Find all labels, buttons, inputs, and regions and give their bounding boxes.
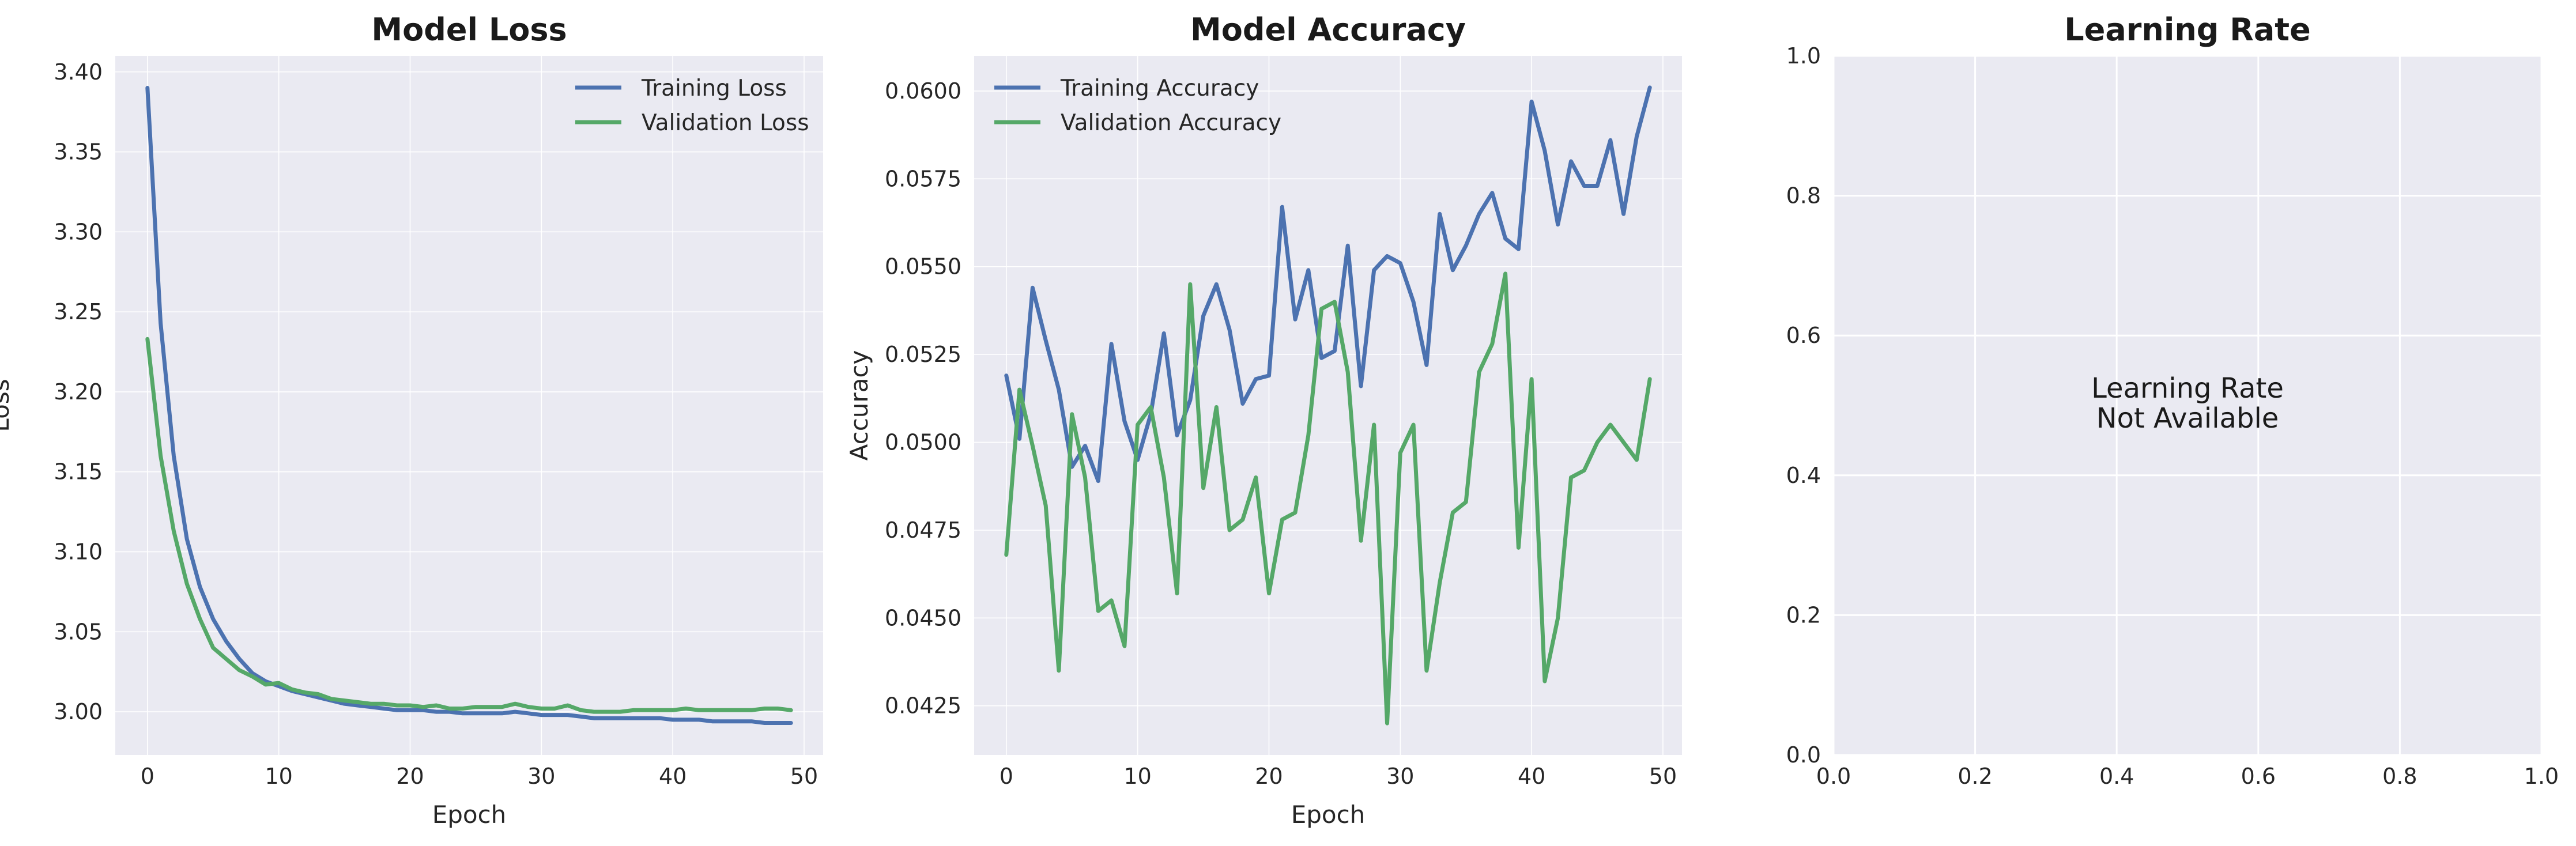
x-axis-label: Epoch [1291,800,1366,829]
x-tick-label: 0 [1000,764,1013,789]
y-tick-label: 0.0600 [885,78,961,104]
x-tick-label: 0.8 [2382,764,2417,789]
chart-title: Model Loss [371,12,567,48]
annotation-text: Learning Rate [2091,372,2284,405]
y-axis-label: Loss [0,379,14,432]
x-tick-label: 0.2 [1958,764,1992,789]
plot-area [1834,56,2541,755]
chart-panel-2: 0 10 20 30 40 50 0.0425 0.0450 0.0475 0.0500 0.052… [845,12,1682,829]
y-tick-label: 0.6 [1786,323,1821,348]
x-tick-label: 10 [265,764,292,789]
x-tick-label: 0.4 [2099,764,2134,789]
chart-title: Model Accuracy [1190,12,1466,48]
series-line-validation-loss [145,337,793,714]
y-tick-label: 0.0575 [885,166,961,191]
x-tick-label: 1.0 [2524,764,2559,789]
annotation-text: Not Available [2096,402,2279,435]
y-tick-label: 3.35 [54,139,103,165]
x-tick-label: 0.6 [2241,764,2276,789]
y-tick-label: 3.30 [54,219,103,244]
y-tick-label: 0.0550 [885,254,961,280]
y-tick-label: 3.25 [54,299,103,324]
plot-area [115,56,823,755]
x-tick-label: 20 [1255,764,1283,789]
y-tick-label: 0.4 [1786,463,1821,488]
chart-title: Learning Rate [2064,12,2310,48]
y-tick-label: 0.0500 [885,430,961,455]
y-tick-label: 0.0525 [885,342,961,367]
x-tick-label: 50 [790,764,818,789]
legend: Training Loss Validation Loss [575,75,809,136]
legend-label: Training Accuracy [1060,75,1259,101]
y-tick-label: 0.0450 [885,605,961,630]
x-tick-label: 20 [396,764,424,789]
y-tick-label: 0.0 [1786,742,1821,768]
series-line-training-accuracy [1004,85,1652,484]
x-tick-label: 30 [527,764,555,789]
y-tick-label: 3.05 [54,619,103,644]
legend-label: Validation Loss [642,110,809,136]
y-tick-label: 3.10 [54,539,103,564]
x-tick-label: 0 [141,764,154,789]
x-tick-label: 0.0 [1816,764,1851,789]
x-tick-label: 50 [1649,764,1677,789]
y-tick-label: 3.00 [54,699,103,724]
x-tick-label: 40 [1518,764,1545,789]
plot-area [974,56,1682,755]
series-line-training-loss [145,86,793,725]
y-tick-label: 0.2 [1786,602,1821,628]
y-tick-label: 3.40 [54,59,103,85]
x-tick-label: 10 [1123,764,1151,789]
chart-panel-3: 0.0 0.2 0.4 0.6 0.8 1.0 0.0 0.2 0.4 0.6 0.8 1.0 Lear… [1786,12,2559,789]
legend: Training Accuracy Validation Accuracy [994,75,1281,136]
y-tick-label: 3.15 [54,459,103,485]
y-tick-label: 0.0475 [885,518,961,543]
x-tick-label: 40 [659,764,687,789]
y-tick-label: 0.0425 [885,693,961,719]
y-tick-label: 3.20 [54,379,103,405]
series-line-validation-accuracy [1004,271,1652,726]
x-tick-label: 30 [1386,764,1414,789]
legend-label: Training Loss [641,75,787,101]
y-axis-label: Accuracy [845,350,873,461]
legend-label: Validation Accuracy [1061,110,1281,136]
y-tick-label: 0.8 [1786,183,1821,209]
x-axis-label: Epoch [432,800,507,829]
chart-panel-1: 0 10 20 30 40 50 3.00 3.05 3.10 3.15 3.20 3.25 3.30 3… [0,12,823,829]
y-tick-label: 1.0 [1786,43,1821,69]
